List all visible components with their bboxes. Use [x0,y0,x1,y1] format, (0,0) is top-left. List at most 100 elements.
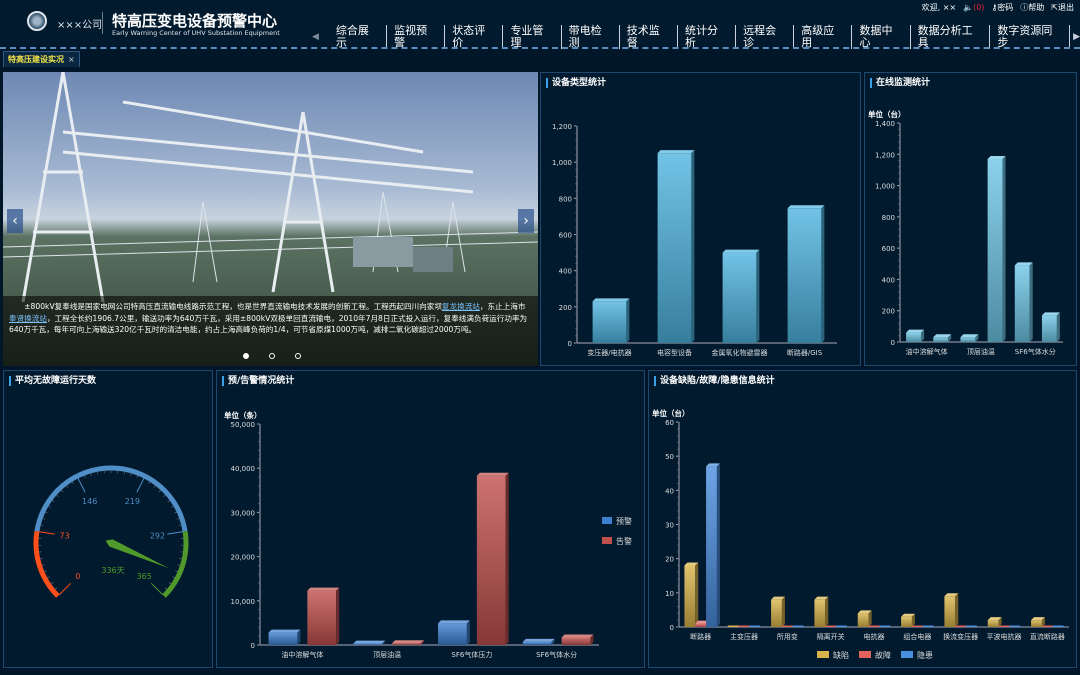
bar [911,625,923,627]
bar [944,596,956,627]
bar [960,337,976,342]
nav-item[interactable]: 数字资源同步 [990,25,1071,49]
y-tick-label: 200 [882,308,895,316]
nav-scroll-right-icon[interactable]: ▶ [1073,32,1080,42]
caption-link-fengxian[interactable]: 奉贤换流站 [9,313,47,323]
bar [657,153,692,343]
gauge-major-tick [38,531,55,535]
gauge-minor-tick [56,494,59,497]
x-tick-label: SF6气体水分 [1015,347,1056,356]
gauge-tick-label: 365 [137,572,152,581]
legend-swatch [602,537,612,544]
bar-side [505,472,509,645]
x-tick-label: 变压器/电抗器 [587,348,631,357]
defect-chart: 单位（台） 0 10 20 30 40 50 60 断路器 主变压器 所用变 隔离开关 电抗器 组合电器 换… [652,408,1069,660]
bar [836,625,847,627]
x-tick-label: 隔离开关 [817,632,845,641]
bar-side [821,205,825,343]
carousel-next-button[interactable]: › [518,209,534,233]
gauge-minor-tick [177,564,181,566]
bar [987,158,1003,342]
nav-item[interactable]: 带电检测 [562,25,620,49]
password-button[interactable]: ⚷密码 [991,2,1013,13]
gauge-tick-label: 146 [82,497,97,506]
bar-side [1029,262,1033,342]
app-subtitle: Early Warning Center of UHV Substation E… [112,29,280,37]
bar [1014,265,1030,342]
y-tick-label: 1,000 [875,183,895,191]
bar [922,625,934,627]
nav-item[interactable]: 高级应用 [794,25,853,49]
nav-item[interactable]: 综合展示 [329,25,388,49]
nav-item[interactable]: 数据中心 [852,25,911,49]
nav-item[interactable]: 数据分析工具 [911,25,991,49]
gauge-panel: 平均无故障运行天数 0 73 146 219 292 365 336天 [3,370,213,668]
logout-button[interactable]: ⇱退出 [1051,2,1074,13]
y-axis-unit: 单位（台） [652,408,690,418]
legend-swatch [602,517,612,524]
gauge-minor-tick [96,471,99,475]
tab-uhv-construction[interactable]: 特高压建设实况 × [3,51,80,67]
defect-panel: 设备缺陷/故障/隐患信息统计 单位（台） 0 10 20 30 40 50 60 断路器 主变压器… [648,370,1077,668]
bar-side [551,638,555,645]
company-name: ×××公司 [57,20,103,31]
carousel-indicators [243,353,301,359]
gauge-tick-label: 73 [59,532,69,541]
bar-top [722,249,760,253]
alarm-panel: 预/告警情况统计 单位（条） 0 10,000 20,000 30,000 40,000 5… [216,370,645,668]
close-icon[interactable]: × [68,55,75,64]
bar-top [787,205,825,209]
carousel: ‹ › ±800kV复奉线是国家电网公司特高压直流输电线路示范工程，也是世界直流… [3,72,538,366]
key-icon: ⚷ [991,3,998,12]
nav-item[interactable]: 专业管理 [503,25,562,49]
bar-top [268,629,301,633]
carousel-prev-button[interactable]: ‹ [7,209,23,233]
bar-top [771,596,785,600]
nav-item[interactable]: 监视预警 [387,25,446,49]
x-tick-label: 油中溶解气体 [906,347,948,356]
bar [879,625,891,627]
gauge-band [162,530,189,598]
carousel-dot[interactable] [243,353,249,359]
bar [933,337,949,342]
gauge-major-tick [136,477,145,493]
bar-side [590,634,594,645]
gauge-minor-tick [172,576,176,579]
bar-side [626,298,630,343]
nav-item[interactable]: 远程会诊 [736,25,795,49]
gauge-minor-tick [175,570,179,573]
caption-link-fulong[interactable]: 复龙换流站 [441,302,480,311]
carousel-dot[interactable] [269,353,275,359]
legend-label: 故障 [875,650,891,660]
nav-item[interactable]: 状态评价 [445,25,504,49]
y-axis-unit: 单位（条） [224,410,262,420]
nav-scroll-left-icon[interactable]: ◀ [312,32,319,42]
bar [825,625,837,627]
nav-item[interactable]: 统计分析 [678,25,737,49]
header-divider [0,47,1080,49]
gauge-tick-label: 219 [125,497,140,506]
carousel-caption: ±800kV复奉线是国家电网公司特高压直流输电线路示范工程，也是世界直流输电技术… [3,296,538,366]
gauge-minor-tick [42,517,46,520]
x-tick-label: SF6气体水分 [536,650,577,659]
y-tick-label: 0 [670,624,674,632]
device-type-panel: 设备类型统计 0 200 400 600 800 1,000 1,200 变压器/电抗器 电容型… [540,72,861,366]
bar [998,625,1010,627]
bar [392,643,421,645]
bar-side [466,620,470,645]
help-button[interactable]: ⓘ帮助 [1020,2,1044,13]
y-tick-label: 800 [559,195,572,203]
y-tick-label: 400 [559,268,572,276]
x-tick-label: 主变压器 [730,632,758,641]
nav-item[interactable]: 技术监督 [620,25,678,49]
gauge-minor-tick [40,524,44,526]
bar-side [756,249,760,343]
carousel-dot[interactable] [295,353,301,359]
sound-button[interactable]: 🔈(0) [963,3,984,12]
gauge-minor-tick [179,557,183,560]
bar [522,641,552,645]
panel-title: 设备类型统计 [546,78,606,88]
bar [781,625,793,627]
help-label: 帮助 [1028,3,1045,12]
bar-top [438,620,470,624]
